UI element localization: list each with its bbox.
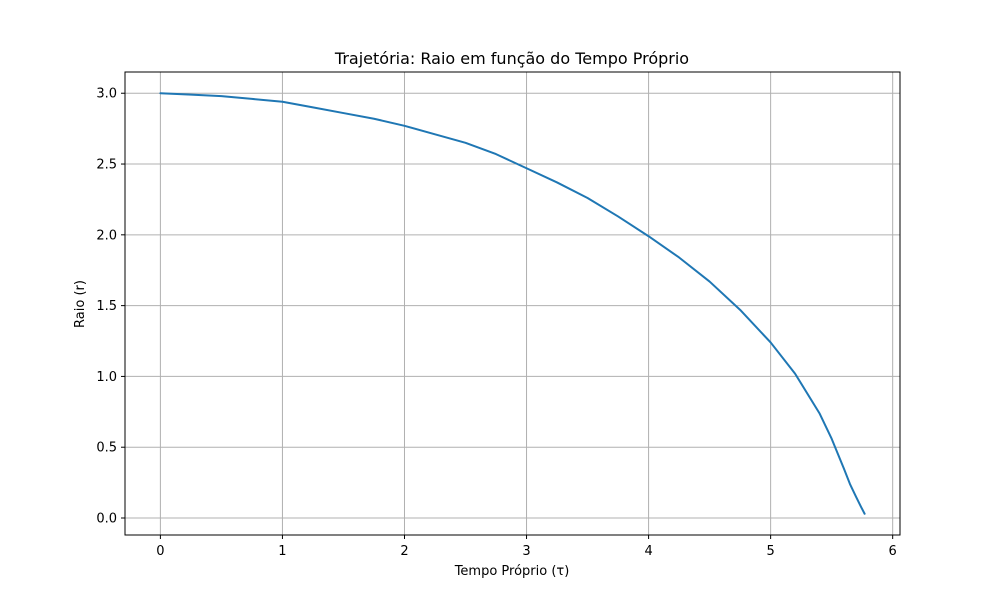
x-tick-label: 0 (156, 544, 164, 559)
y-axis-title: Raio (r) (73, 280, 88, 328)
x-tick-label: 1 (278, 544, 286, 559)
grid (125, 72, 900, 535)
axis-ticks: 0 1 2 3 4 5 6 0.0 0.5 1.0 1.5 2.0 2.5 3.0 (96, 87, 897, 559)
series-line (159, 92, 866, 515)
y-tick-label: 1.5 (96, 299, 117, 314)
x-tick-label: 3 (522, 544, 530, 559)
x-tick-label: 2 (400, 544, 408, 559)
y-tick-label: 0.5 (96, 441, 117, 456)
x-tick-label: 6 (889, 544, 897, 559)
chart-title: Trajetória: Raio em função do Tempo Próp… (334, 49, 689, 68)
plot-area-frame (124, 71, 901, 536)
y-tick-label: 2.0 (96, 228, 117, 243)
y-tick-label: 1.0 (96, 370, 117, 385)
x-tick-label: 5 (766, 544, 774, 559)
x-axis-title: Tempo Próprio (τ) (454, 564, 570, 579)
x-tick-label: 4 (644, 544, 652, 559)
y-tick-label: 2.5 (96, 158, 117, 173)
y-tick-label: 3.0 (96, 87, 117, 102)
y-tick-label: 0.0 (96, 512, 117, 527)
series-layer (159, 92, 866, 515)
